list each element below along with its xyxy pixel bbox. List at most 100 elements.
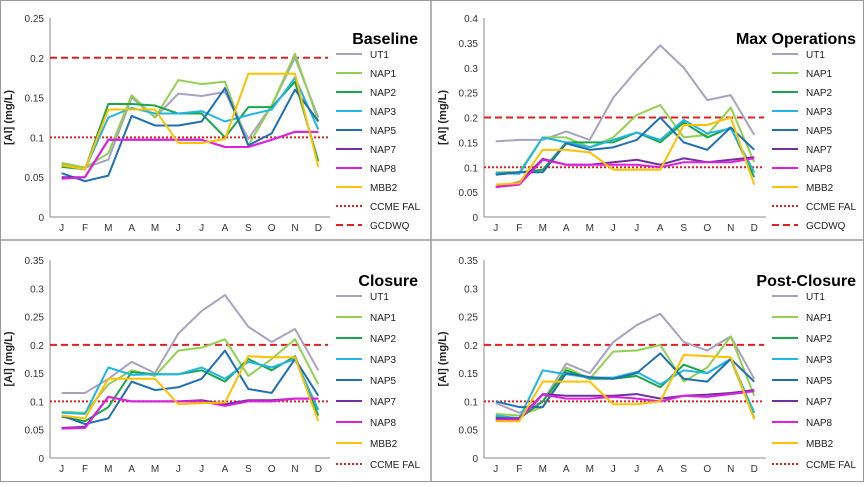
y-tick-label: 0 (472, 213, 478, 224)
series-line-ut1 (61, 294, 320, 394)
x-tick-label: M (151, 223, 159, 234)
legend-label: MBB2 (806, 183, 834, 194)
series-line-nap5 (61, 87, 320, 183)
x-tick-label: F (516, 464, 522, 475)
legend-label: NAP8 (370, 164, 397, 175)
y-tick-label: 0.3 (464, 64, 478, 75)
legend-label: NAP7 (370, 145, 397, 156)
y-axis-label: [Al] (mg/L) (437, 90, 449, 145)
y-tick-label: 0.05 (459, 188, 479, 199)
series-line-nap8 (61, 130, 319, 180)
x-tick-label: A (563, 464, 570, 475)
x-tick-label: J (611, 223, 616, 234)
y-tick-label: 0.2 (30, 54, 44, 65)
y-tick-label: 0.2 (464, 114, 478, 125)
legend-label: NAP1 (806, 69, 833, 80)
chart-title: Closure (358, 273, 418, 290)
series-line-nap5 (495, 116, 755, 176)
y-tick-label: 0.4 (464, 14, 478, 25)
series-line-mbb2 (495, 354, 756, 423)
x-tick-label: J (176, 464, 181, 475)
legend-label: CCME FAL (806, 460, 856, 471)
x-tick-label: N (291, 464, 298, 475)
legend-label: GCDWQ (370, 221, 410, 232)
series-line-nap3 (61, 76, 320, 171)
legend-label: UT1 (806, 292, 825, 303)
y-tick-label: 0.3 (30, 284, 44, 295)
chart-panel-1: 0 0.05 0.1 0.15 0.2 0.25 J F M A M J J A S O N D [Al] (mg/… (3, 14, 420, 234)
series-line-nap8 (61, 395, 319, 430)
x-tick-label: J (493, 223, 498, 234)
x-tick-label: D (315, 464, 322, 475)
y-tick-label: 0.3 (464, 284, 478, 295)
legend-label: MBB2 (370, 439, 398, 450)
x-tick-label: M (586, 223, 594, 234)
y-tick-label: 0.15 (459, 138, 479, 149)
y-tick-label: 0.15 (459, 369, 479, 380)
legend-label: NAP2 (370, 334, 397, 345)
x-tick-label: M (104, 223, 112, 234)
y-tick-label: 0.05 (25, 173, 45, 184)
legend-label: UT1 (806, 50, 825, 61)
x-tick-label: N (727, 223, 734, 234)
x-tick-label: J (59, 223, 64, 234)
x-tick-label: S (680, 464, 687, 475)
y-tick-label: 0.35 (25, 256, 45, 267)
series-line-mbb2 (495, 116, 756, 186)
y-tick-label: 0.25 (459, 89, 479, 100)
legend-label: NAP3 (806, 107, 833, 118)
y-tick-label: 0.1 (30, 133, 44, 144)
series-line-nap1 (495, 335, 756, 417)
x-tick-label: D (315, 223, 322, 234)
legend-label: CCME FAL (370, 202, 420, 213)
series-line-nap5 (61, 349, 320, 426)
series-line-nap1 (61, 52, 320, 169)
series-line-mbb2 (61, 355, 320, 422)
chart-panel-2: 0 0.05 0.1 0.15 0.2 0.25 0.3 0.35 0.4 J F M A M J J A S O N… (437, 14, 856, 234)
legend-label: MBB2 (806, 439, 834, 450)
y-tick-label: 0.15 (25, 94, 45, 105)
x-tick-label: A (563, 223, 570, 234)
legend-label: NAP5 (806, 376, 833, 387)
series-line-nap2 (61, 355, 320, 423)
legend-label: NAP7 (806, 145, 833, 156)
y-tick-label: 0.2 (464, 341, 478, 352)
y-tick-label: 0.1 (30, 397, 44, 408)
series-line-nap2 (495, 121, 756, 178)
y-tick-label: 0.35 (459, 256, 479, 267)
series-line-nap8 (495, 390, 755, 422)
y-tick-label: 0 (472, 454, 478, 465)
x-tick-label: A (128, 464, 135, 475)
x-tick-label: F (82, 223, 88, 234)
legend-label: UT1 (370, 50, 389, 61)
y-tick-label: 0.1 (464, 397, 478, 408)
y-tick-label: 0.25 (25, 14, 45, 25)
legend-label: NAP5 (370, 376, 397, 387)
y-tick-label: 0.15 (25, 369, 45, 380)
legend-label: GCDWQ (806, 221, 846, 232)
x-tick-label: M (539, 464, 547, 475)
y-tick-label: 0.25 (25, 313, 45, 324)
x-tick-label: A (128, 223, 135, 234)
legend-label: NAP3 (370, 107, 397, 118)
series-line-nap1 (61, 338, 320, 414)
x-tick-label: F (82, 464, 88, 475)
series-line-nap3 (495, 118, 756, 175)
x-tick-label: D (751, 464, 758, 475)
x-tick-label: D (751, 223, 758, 234)
y-axis-label: [Al] (mg/L) (3, 90, 15, 145)
chart-title: Post-Closure (756, 273, 856, 290)
x-tick-label: F (516, 223, 522, 234)
x-tick-label: J (611, 464, 616, 475)
x-tick-label: M (151, 464, 159, 475)
series-line-nap3 (61, 358, 320, 415)
x-tick-label: A (222, 464, 229, 475)
series-line-nap5 (495, 352, 755, 409)
legend-label: NAP1 (370, 313, 397, 324)
y-tick-label: 0.25 (459, 313, 479, 324)
x-tick-label: J (199, 464, 204, 475)
series-line-nap8 (495, 157, 755, 189)
x-tick-label: A (222, 223, 229, 234)
